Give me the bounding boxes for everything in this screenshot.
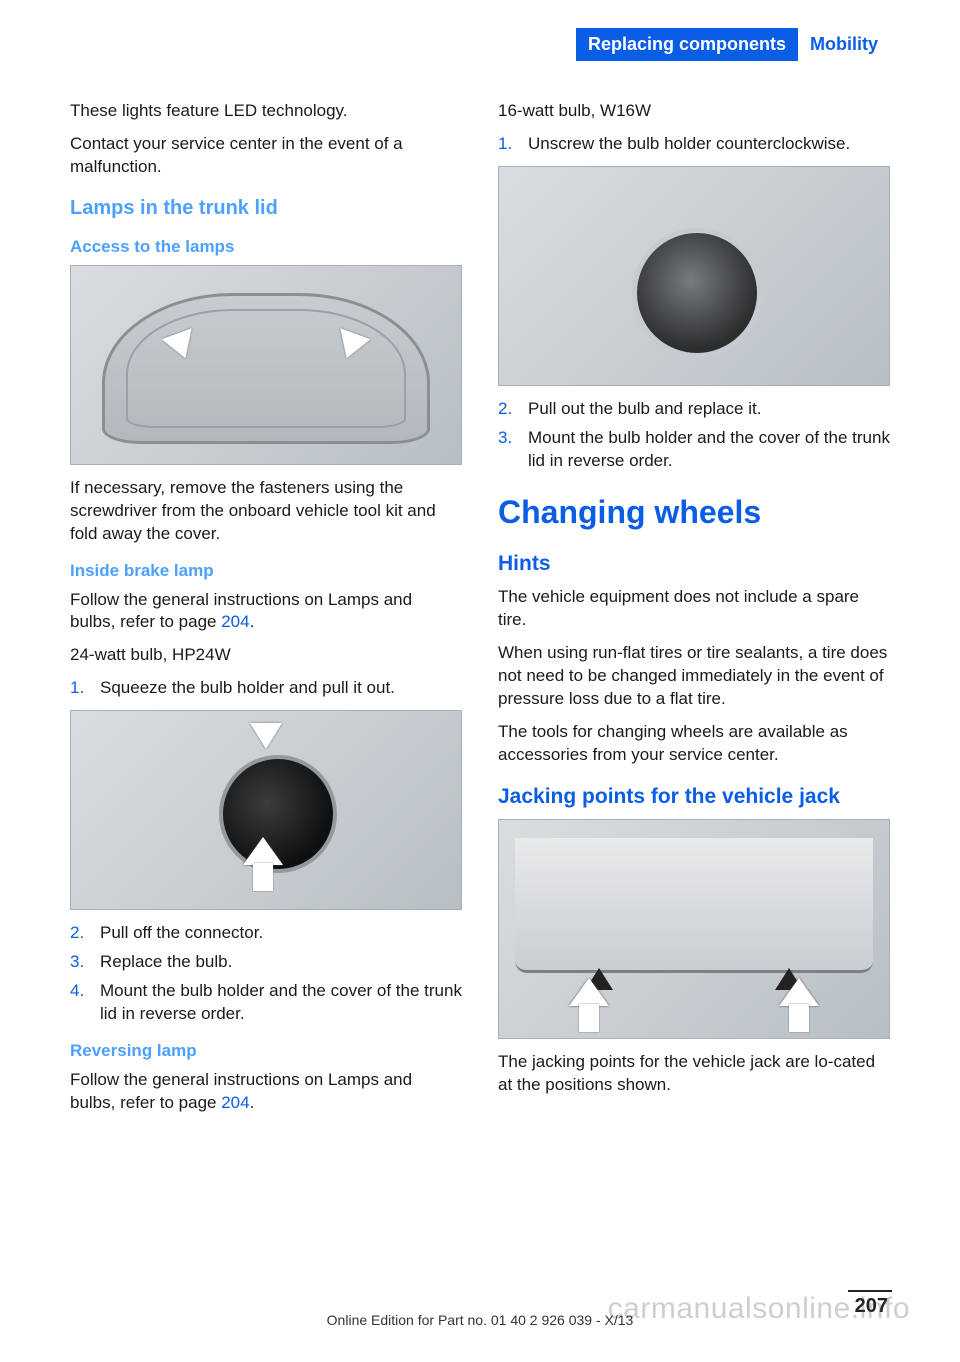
step-item: 1. Unscrew the bulb holder counterclockw… (498, 133, 890, 156)
step-text: Pull off the connector. (100, 922, 462, 945)
step-number: 2. (70, 922, 100, 945)
paragraph: 16-watt bulb, W16W (498, 100, 890, 123)
paragraph: The jacking points for the vehicle jack … (498, 1051, 890, 1097)
step-number: 4. (70, 980, 100, 1026)
arrow-up-icon (569, 978, 609, 1034)
heading-jacking-points: Jacking points for the vehicle jack (498, 783, 890, 811)
paragraph: Contact your service center in the event… (70, 133, 462, 179)
paragraph: Follow the general instructions on Lamps… (70, 1069, 462, 1115)
reversing-steps-cont: 2. Pull out the bulb and replace it. 3. … (498, 398, 890, 473)
heading-access-lamps: Access to the lamps (70, 236, 462, 259)
step-number: 1. (498, 133, 528, 156)
step-text: Mount the bulb holder and the cover of t… (100, 980, 462, 1026)
page-number-rule (848, 1290, 892, 1292)
trunk-inner-shape (126, 309, 407, 428)
paragraph: The tools for changing wheels are availa… (498, 721, 890, 767)
step-number: 3. (498, 427, 528, 473)
paragraph: If necessary, remove the fasteners using… (70, 477, 462, 546)
reversing-steps: 1. Unscrew the bulb holder counterclockw… (498, 133, 890, 156)
page-link-204[interactable]: 204 (221, 612, 249, 631)
step-text: Replace the bulb. (100, 951, 462, 974)
step-number: 3. (70, 951, 100, 974)
step-item: 4. Mount the bulb holder and the cover o… (70, 980, 462, 1026)
paragraph: When using run-flat tires or tire sealan… (498, 642, 890, 711)
car-side-shape (515, 838, 874, 973)
paragraph: The vehicle equipment does not include a… (498, 586, 890, 632)
step-item: 1. Squeeze the bulb holder and pull it o… (70, 677, 462, 700)
header-section: Mobility (798, 28, 890, 61)
step-item: 3. Replace the bulb. (70, 951, 462, 974)
content-columns: These lights feature LED technology. Con… (70, 100, 890, 1282)
step-item: 2. Pull out the bulb and replace it. (498, 398, 890, 421)
arrow-up-icon (779, 978, 819, 1034)
paragraph: Follow the general instructions on Lamps… (70, 589, 462, 635)
figure-trunk-lid (70, 265, 462, 465)
figure-jacking-points (498, 819, 890, 1039)
step-text: Squeeze the bulb holder and pull it out. (100, 677, 462, 700)
page-header: Replacing components Mobility (576, 28, 890, 61)
manual-page: Replacing components Mobility These ligh… (0, 0, 960, 1362)
heading-changing-wheels: Changing wheels (498, 491, 890, 534)
bulb-holder-shape (632, 228, 762, 358)
text: . (250, 612, 255, 631)
heading-lamps-trunk: Lamps in the trunk lid (70, 195, 462, 222)
step-text: Pull out the bulb and replace it. (528, 398, 890, 421)
text: . (250, 1093, 255, 1112)
arrow-down-icon (250, 723, 282, 749)
heading-hints: Hints (498, 550, 890, 578)
heading-inside-brake: Inside brake lamp (70, 560, 462, 583)
step-number: 1. (70, 677, 100, 700)
step-item: 3. Mount the bulb holder and the cover o… (498, 427, 890, 473)
step-item: 2. Pull off the connector. (70, 922, 462, 945)
step-text: Mount the bulb holder and the cover of t… (528, 427, 890, 473)
header-chapter: Replacing components (576, 28, 798, 61)
arrow-up-icon (243, 837, 283, 893)
step-number: 2. (498, 398, 528, 421)
figure-bulb-holder (498, 166, 890, 386)
brake-steps: 1. Squeeze the bulb holder and pull it o… (70, 677, 462, 700)
paragraph: These lights feature LED technology. (70, 100, 462, 123)
footer-edition: Online Edition for Part no. 01 40 2 926 … (0, 1312, 960, 1328)
brake-steps-cont: 2. Pull off the connector. 3. Replace th… (70, 922, 462, 1026)
paragraph: 24-watt bulb, HP24W (70, 644, 462, 667)
left-column: These lights feature LED technology. Con… (70, 100, 462, 1282)
right-column: 16-watt bulb, W16W 1. Unscrew the bulb h… (498, 100, 890, 1282)
step-text: Unscrew the bulb holder counterclockwise… (528, 133, 890, 156)
page-link-204[interactable]: 204 (221, 1093, 249, 1112)
heading-reversing-lamp: Reversing lamp (70, 1040, 462, 1063)
figure-brake-bulb (70, 710, 462, 910)
